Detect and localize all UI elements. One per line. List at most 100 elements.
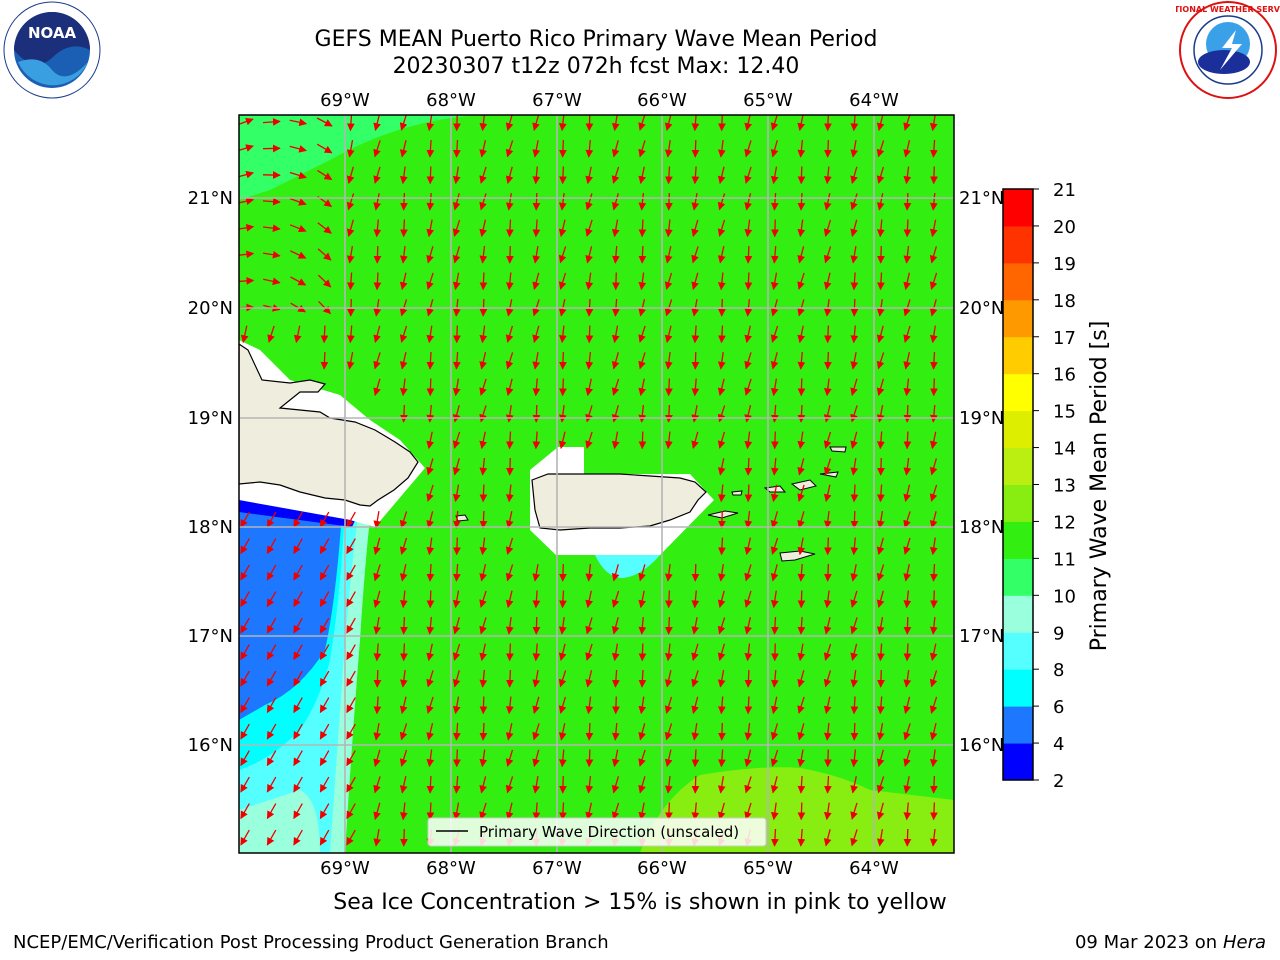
wave-arrow — [903, 246, 912, 264]
wave-arrow — [319, 617, 330, 634]
wave-arrow — [266, 750, 277, 767]
wave-arrow — [266, 697, 277, 714]
wave-arrow — [664, 776, 673, 794]
wave-arrow — [319, 511, 330, 528]
wave-arrow — [638, 272, 647, 291]
wave-arrow — [479, 325, 488, 344]
wave-arrow — [691, 219, 699, 237]
wave-arrow — [691, 115, 700, 132]
wave-arrow — [479, 166, 487, 184]
wave-arrow — [505, 115, 514, 131]
wave-arrow — [903, 776, 912, 794]
wave-arrow — [320, 325, 329, 344]
wave-arrow — [850, 829, 858, 847]
footer-date: 09 Mar 2023 on Hera — [1075, 932, 1266, 953]
lon-label-top: 66°W — [637, 90, 687, 111]
lon-label-bottom: 65°W — [743, 858, 793, 879]
wave-arrow — [452, 484, 461, 503]
wave-arrow — [876, 616, 885, 635]
wave-arrow — [850, 510, 859, 529]
wave-arrow — [664, 246, 673, 264]
wave-arrow — [717, 352, 726, 370]
wave-arrow — [876, 325, 885, 343]
colorbar-swatch — [1003, 373, 1033, 412]
wave-arrow — [293, 325, 302, 344]
noaa-logo: NOAA — [3, 1, 101, 99]
wave-arrow — [479, 510, 488, 529]
wave-arrow — [317, 248, 332, 261]
wave-arrow — [263, 277, 281, 286]
wave-arrow — [770, 325, 779, 343]
lon-label-top: 69°W — [320, 90, 370, 111]
wave-arrow — [399, 246, 408, 264]
wave-arrow — [744, 245, 753, 264]
wave-arrow — [823, 405, 832, 423]
wave-arrow — [823, 617, 832, 635]
lat-label-right: 20°N — [959, 298, 1004, 319]
wave-arrow — [797, 537, 806, 556]
wave-arrow — [903, 616, 912, 635]
colorbar-tick-label: 14 — [1053, 439, 1076, 460]
wave-arrow — [426, 537, 435, 556]
wave-arrow — [399, 115, 408, 131]
colorbar-tick-label: 2 — [1053, 771, 1064, 792]
wave-arrow — [399, 378, 408, 397]
wave-arrow — [691, 192, 700, 211]
wave-arrow — [611, 166, 620, 184]
wave-arrow — [903, 192, 912, 211]
wave-arrow — [930, 351, 938, 370]
wave-arrow — [718, 115, 726, 132]
wave-arrow — [744, 166, 752, 184]
wave-arrow — [426, 802, 435, 821]
wave-arrow — [426, 115, 435, 132]
wave-arrow — [876, 590, 885, 608]
wave-arrow — [585, 564, 594, 582]
wave-arrow — [611, 325, 620, 344]
wave-arrow — [691, 272, 699, 290]
wave-arrow — [903, 115, 911, 131]
wave-arrow — [347, 272, 355, 291]
wave-arrow — [691, 325, 700, 344]
wave-arrow — [293, 644, 303, 661]
wave-arrow — [505, 352, 514, 370]
nws-ring-text: NATIONAL WEATHER SERVICE — [1176, 5, 1280, 14]
wave-arrow — [797, 616, 806, 635]
wave-arrow — [479, 246, 488, 264]
wave-arrow — [797, 643, 806, 662]
wave-arrow — [876, 431, 885, 450]
wave-arrow — [266, 803, 277, 820]
wave-arrow — [426, 749, 435, 768]
lon-labels-top: 69°W 68°W 67°W 66°W 65°W 64°W — [320, 90, 899, 111]
wave-arrow — [664, 325, 673, 344]
wave-arrow — [479, 378, 487, 396]
wave-arrow — [319, 670, 330, 687]
wave-arrow — [903, 378, 912, 397]
wave-arrow — [452, 219, 461, 237]
wave-arrow — [452, 696, 461, 715]
wave-arrow — [585, 193, 593, 211]
colorbar-swatch — [1003, 558, 1033, 596]
wave-arrow — [479, 590, 487, 608]
colorbar-swatch — [1003, 669, 1033, 707]
wave-arrow — [770, 378, 779, 397]
wave-arrow — [289, 171, 307, 180]
wave-arrow — [691, 723, 700, 741]
wave-arrow — [717, 431, 726, 449]
wave-arrow — [400, 616, 408, 635]
wave-arrow — [373, 590, 381, 608]
wave-arrow — [399, 272, 408, 291]
wave-arrow — [505, 776, 514, 794]
wave-arrow — [903, 670, 912, 688]
wave-arrow — [479, 484, 488, 503]
wave-arrow — [877, 484, 885, 503]
colorbar: 2 4 6 8 9 10 11 12 13 14 15 16 17 18 19 20 21 — [1002, 180, 1076, 792]
wave-arrow — [479, 405, 487, 423]
wave-arrow — [611, 802, 620, 820]
wave-arrow — [559, 775, 567, 794]
map-legend: Primary Wave Direction (unscaled) — [427, 817, 767, 847]
wave-arrow — [744, 484, 753, 503]
wave-arrow — [797, 378, 806, 397]
chart-subtitle: 20230307 t12z 072h fcst Max: 12.40 — [392, 54, 800, 79]
wave-arrow — [850, 458, 859, 476]
graticule — [239, 115, 954, 853]
